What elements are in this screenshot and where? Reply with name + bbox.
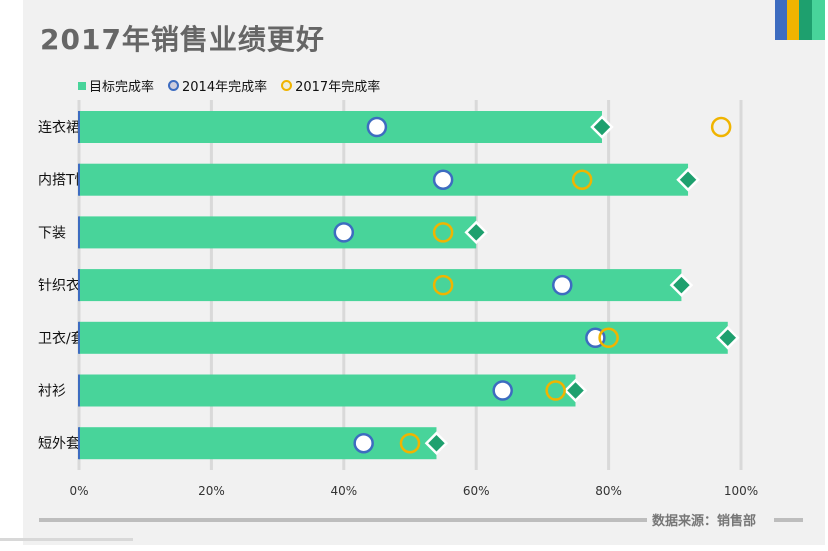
category-label: 内搭T恤: [38, 173, 89, 189]
2014-circle-marker: [492, 380, 513, 401]
brand-block-darkgreen: [799, 0, 812, 40]
category-label: 下装: [38, 225, 66, 241]
2017-ring-marker: [571, 169, 593, 190]
2014-circle-marker: [353, 432, 374, 454]
footer-rule: [39, 518, 647, 522]
2014-circle-marker: [366, 116, 388, 138]
category-label: 短外套: [38, 436, 80, 452]
x-tick-label: 60%: [463, 484, 490, 498]
legend-label: 2014年完成率: [182, 80, 268, 95]
target-diamond-marker: [715, 326, 740, 350]
brand-block-blue: [775, 0, 788, 40]
category-label: 连衣裙: [38, 120, 80, 136]
target-diamond-marker: [676, 167, 700, 192]
chart-title: 2017年销售业绩更好: [40, 23, 325, 56]
target-diamond-marker: [590, 115, 614, 139]
2017-ring-marker: [432, 274, 454, 296]
target-bar: [79, 216, 477, 249]
2017-ring-marker: [432, 222, 454, 243]
x-tick-label: 40%: [330, 484, 357, 498]
target-diamond-marker: [669, 273, 694, 297]
x-tick-label: 80%: [595, 484, 622, 498]
2017-ring-marker: [598, 327, 619, 349]
category-label: 针织衣: [38, 278, 80, 294]
divider: [0, 538, 133, 541]
2014-circle-marker: [552, 274, 573, 296]
2014-circle-marker: [432, 169, 454, 190]
2017-ring-marker: [399, 432, 421, 454]
legend-item-target: 目标完成率: [78, 76, 154, 95]
legend-label: 目标完成率: [89, 80, 155, 95]
target-bar: [79, 111, 602, 143]
2017-ring-marker: [545, 380, 566, 401]
x-tick-label: 100%: [724, 484, 758, 498]
brand-block-green: [812, 0, 825, 40]
legend: 目标完成率 2014年完成率 2017年完成率: [78, 76, 380, 95]
legend-square-icon: [78, 81, 86, 90]
2014-circle-marker: [333, 222, 355, 243]
category-label: 衬衫: [38, 384, 66, 400]
2017-ring-marker: [710, 116, 732, 138]
target-bar: [79, 321, 728, 354]
legend-circle-icon: [168, 80, 180, 91]
target-bar: [79, 269, 682, 302]
source-note: 数据来源：销售部: [652, 514, 757, 529]
legend-item-2017: 2017年完成率: [281, 76, 380, 95]
target-bar: [79, 427, 437, 460]
legend-ring-icon: [281, 80, 293, 91]
x-tick-label: 20%: [198, 484, 225, 498]
legend-label: 2017年完成率: [295, 80, 381, 95]
target-diamond-marker: [563, 378, 588, 403]
brand-block-yellow: [787, 0, 800, 40]
legend-item-2014: 2014年完成率: [168, 76, 267, 95]
target-bar: [79, 163, 689, 196]
x-tick-label: 0%: [69, 484, 88, 498]
target-diamond-marker: [464, 220, 488, 245]
footer-rule: [774, 518, 803, 522]
target-diamond-marker: [424, 431, 449, 455]
